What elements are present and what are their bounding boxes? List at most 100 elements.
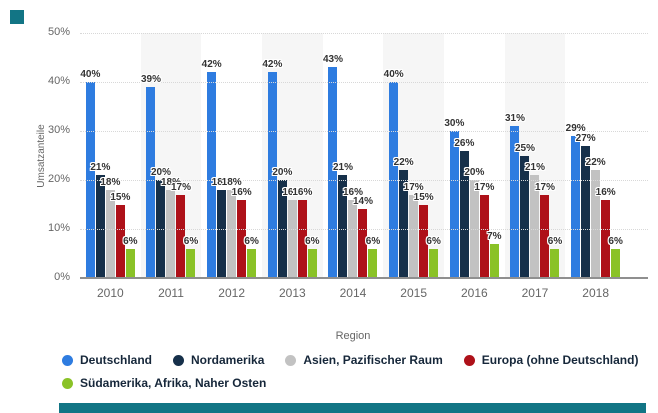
legend-marker-icon <box>62 354 73 366</box>
bar-value-label: 18% <box>211 176 232 188</box>
bar[interactable]: 6% <box>244 236 259 278</box>
bar[interactable]: 16% <box>596 187 616 278</box>
bar-value-label: 6% <box>244 235 259 247</box>
bar[interactable]: 16% <box>343 187 363 278</box>
bar[interactable]: 6% <box>426 236 441 278</box>
bar-value-label: 21% <box>332 162 353 174</box>
bar-value-label: 21% <box>524 162 545 174</box>
legend-marker-icon <box>463 354 475 366</box>
legend-item-asien-pazifischer-raum[interactable]: Asien, Pazifischer Raum <box>285 353 443 367</box>
bar[interactable]: 17% <box>404 182 424 278</box>
bar[interactable]: 30% <box>444 118 464 278</box>
bar-value-label: 18% <box>160 176 181 188</box>
bar[interactable]: 27% <box>576 133 596 278</box>
legend-item-deutschland[interactable]: Deutschland <box>62 353 152 367</box>
x-axis-title: Region <box>335 330 371 342</box>
legend-label: Asien, Pazifischer Raum <box>303 353 443 367</box>
bar[interactable]: 21% <box>525 162 545 278</box>
bar[interactable]: 42% <box>202 59 222 278</box>
bar-value-label: 7% <box>487 230 502 242</box>
bar-value-label: 26% <box>454 137 475 149</box>
bar-value-label: 6% <box>183 235 199 247</box>
bar-value-label: 31% <box>504 113 525 125</box>
bar[interactable]: 42% <box>262 59 282 278</box>
bar[interactable]: 18% <box>100 177 120 278</box>
bar[interactable]: 6% <box>184 236 198 278</box>
x-axis-label: 2015 <box>400 286 427 300</box>
bar[interactable]: 6% <box>123 236 138 278</box>
bar-value-label: 17% <box>474 181 495 193</box>
legend-marker-icon <box>62 377 73 389</box>
y-axis-title: Umsatzanteile <box>36 124 47 188</box>
bar-value-label: 14% <box>352 196 373 208</box>
bar[interactable]: 6% <box>548 236 562 278</box>
bar[interactable]: 21% <box>333 162 353 278</box>
bar[interactable]: 14% <box>353 196 373 278</box>
legend-item-nordamerika[interactable]: Nordamerika <box>173 353 264 367</box>
bar[interactable]: 18% <box>161 177 181 278</box>
bar-value-label: 43% <box>322 54 343 66</box>
bar-value-label: 22% <box>585 157 606 169</box>
x-axis-label: 2012 <box>218 286 245 300</box>
legend-row: Deutschland Nordamerika Asien, Pazifischer… <box>62 353 638 367</box>
bar[interactable]: 17% <box>474 182 494 278</box>
bar[interactable]: 31% <box>505 113 525 278</box>
legend-label: Deutschland <box>80 353 153 367</box>
page-accent-square-fragment <box>10 10 24 24</box>
bar[interactable]: 29% <box>566 123 586 278</box>
bar[interactable]: 21% <box>90 162 110 278</box>
y-axis-tick-label: 30% <box>47 124 70 136</box>
bar[interactable]: 25% <box>515 143 535 278</box>
gridline <box>80 131 648 132</box>
x-axis-label: 2013 <box>278 286 306 300</box>
bar[interactable]: 43% <box>323 54 343 278</box>
bar[interactable]: 16% <box>282 187 302 278</box>
bar-group-2013: 42% 20% 16% 16% 6% <box>262 33 323 278</box>
bar[interactable]: 22% <box>394 157 414 278</box>
bar[interactable]: 6% <box>305 236 320 278</box>
bar-group-2012: 42% 18% 18% 16% 6% <box>201 33 262 278</box>
bar-value-label: 40% <box>80 69 101 80</box>
y-axis-tick-label: 10% <box>47 222 70 234</box>
y-axis-tick-label: 50% <box>47 26 70 38</box>
bar-value-label: 17% <box>534 181 555 193</box>
x-axis-line <box>80 277 648 279</box>
legend-row: Südamerika, Afrika, Naher Osten <box>62 376 622 390</box>
bar-group-2010: 40% 21% 18% 15% 6% <box>80 33 141 278</box>
bar-value-label: 39% <box>140 73 161 85</box>
bar[interactable]: 39% <box>141 74 161 278</box>
bar-group-2016: 30% 26% 20% 17% 7% <box>444 33 505 278</box>
gridline <box>80 180 648 181</box>
bar-value-label: 30% <box>444 118 465 129</box>
bar[interactable]: 6% <box>366 236 380 278</box>
bar-group-2015: 40% 22% 17% 15% 6% <box>383 33 444 278</box>
bar-value-label: 20% <box>150 167 171 178</box>
legend-label: Südamerika, Afrika, Naher Osten <box>80 376 267 390</box>
x-axis-label: 2018 <box>582 286 609 300</box>
bar[interactable]: 26% <box>454 138 474 278</box>
legend-marker-icon <box>173 354 185 366</box>
bar-value-label: 17% <box>170 181 191 193</box>
bar[interactable]: 6% <box>608 236 623 278</box>
bar[interactable]: 17% <box>171 182 191 278</box>
bar[interactable]: 17% <box>535 182 555 278</box>
bar[interactable]: 18% <box>222 177 242 278</box>
bar-value-label: 21% <box>90 162 111 174</box>
bar-value-label: 6% <box>426 235 441 247</box>
bar[interactable]: 16% <box>232 187 252 278</box>
chart-legend: Deutschland Nordamerika Asien, Pazifischer… <box>62 353 638 399</box>
bar[interactable]: 22% <box>586 157 606 278</box>
bar-value-label: 6% <box>365 235 381 247</box>
bar[interactable]: 15% <box>414 192 434 278</box>
legend-label: Nordamerika <box>191 353 265 367</box>
bar[interactable]: 15% <box>110 192 130 278</box>
bar[interactable]: 7% <box>487 231 502 278</box>
bar-value-label: 22% <box>393 157 414 169</box>
bar[interactable]: 16% <box>292 187 312 278</box>
x-axis-label: 2011 <box>158 286 184 300</box>
legend-item-südamerika-afrika-naher-osten[interactable]: Südamerika, Afrika, Naher Osten <box>62 376 266 390</box>
bar-value-label: 6% <box>608 235 623 247</box>
bar[interactable]: 18% <box>212 177 232 278</box>
legend-item-europa-ohne-deutschland[interactable]: Europa (ohne Deutschland) <box>463 353 638 367</box>
bar-value-label: 16% <box>595 186 616 198</box>
